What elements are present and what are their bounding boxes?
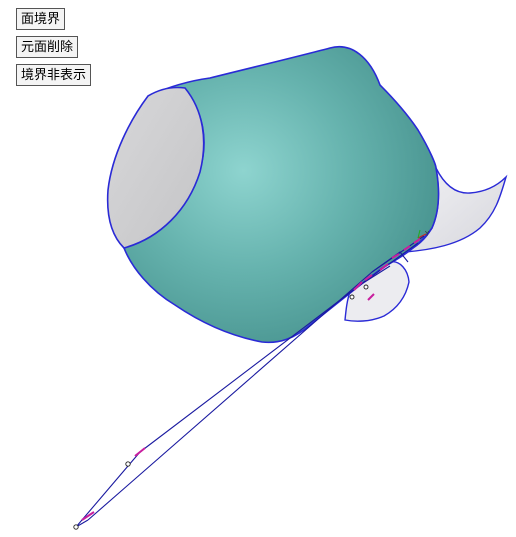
marker [403, 245, 411, 251]
marker [81, 511, 95, 521]
marker [134, 447, 146, 457]
boundary-markers [81, 238, 421, 521]
marker [353, 281, 363, 291]
marker [391, 253, 400, 259]
marker [379, 263, 389, 271]
axis-triad: Y [417, 229, 430, 239]
delete-original-face-button[interactable]: 元面削除 [16, 36, 79, 58]
boundary-nodes [73, 284, 369, 530]
hide-boundary-button[interactable]: 境界非表示 [16, 64, 92, 86]
marker [367, 293, 375, 301]
node [363, 284, 369, 290]
node [73, 524, 79, 530]
node [349, 294, 355, 300]
marker [413, 238, 421, 244]
face-boundary-button[interactable]: 面境界 [16, 8, 66, 30]
axis-label-y: Y [424, 230, 430, 238]
node [125, 461, 131, 467]
marker [364, 274, 373, 281]
cut-face [106, 86, 205, 249]
